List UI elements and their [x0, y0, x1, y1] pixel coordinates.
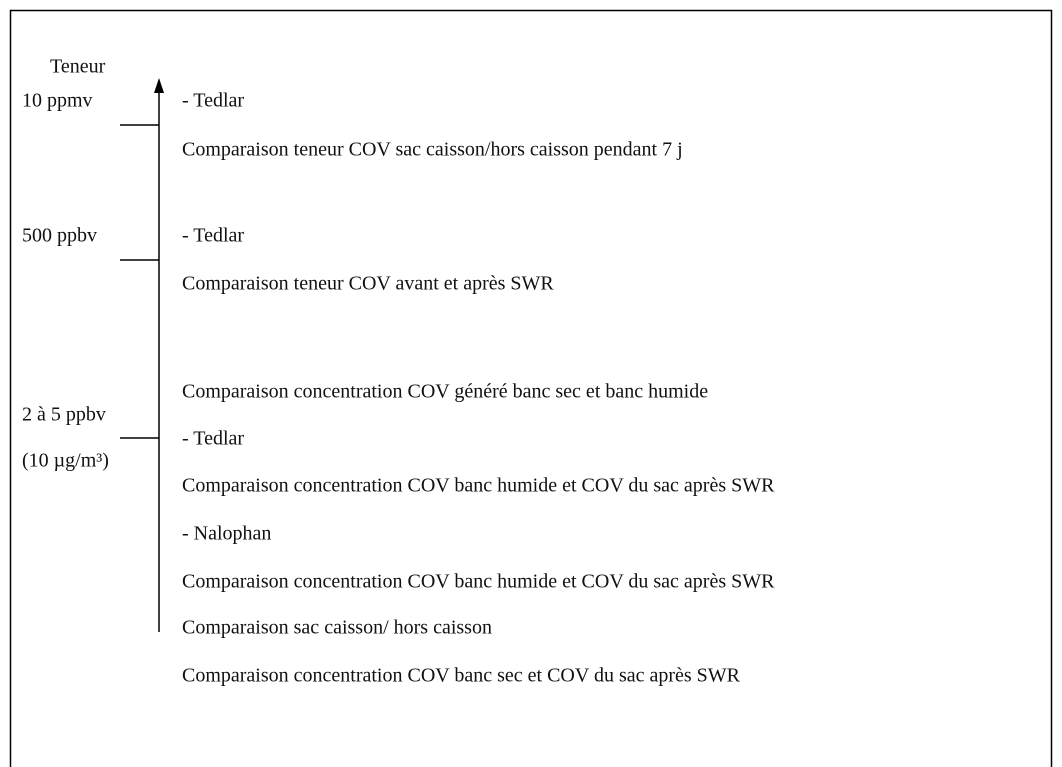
axis-label: Teneur [50, 56, 106, 78]
level-label: 10 ppmv [22, 90, 93, 112]
item-text: Comparaison concentration COV généré ban… [182, 381, 708, 403]
item-text: Comparaison sac caisson/ hors caisson [182, 617, 492, 639]
level-label: 2 à 5 ppbv [22, 404, 106, 426]
item-text: Comparaison concentration COV banc humid… [182, 475, 775, 497]
item-text: - Tedlar [182, 428, 244, 450]
axis-arrow [154, 78, 164, 93]
frame [9, 9, 1053, 767]
level-sublabel: (10 µg/m³) [22, 450, 109, 472]
item-text: Comparaison concentration COV banc sec e… [182, 665, 741, 687]
level-label: 500 ppbv [22, 225, 97, 247]
item-text: Comparaison teneur COV avant et après SW… [182, 273, 554, 295]
item-text: Comparaison concentration COV banc humid… [182, 571, 775, 593]
item-text: - Nalophan [182, 523, 271, 545]
item-text: Comparaison teneur COV sac caisson/hors … [182, 139, 683, 161]
item-text: - Tedlar [182, 90, 244, 112]
item-text: - Tedlar [182, 225, 244, 247]
items: - Tedlar Comparaison teneur COV sac caiss… [182, 90, 775, 687]
